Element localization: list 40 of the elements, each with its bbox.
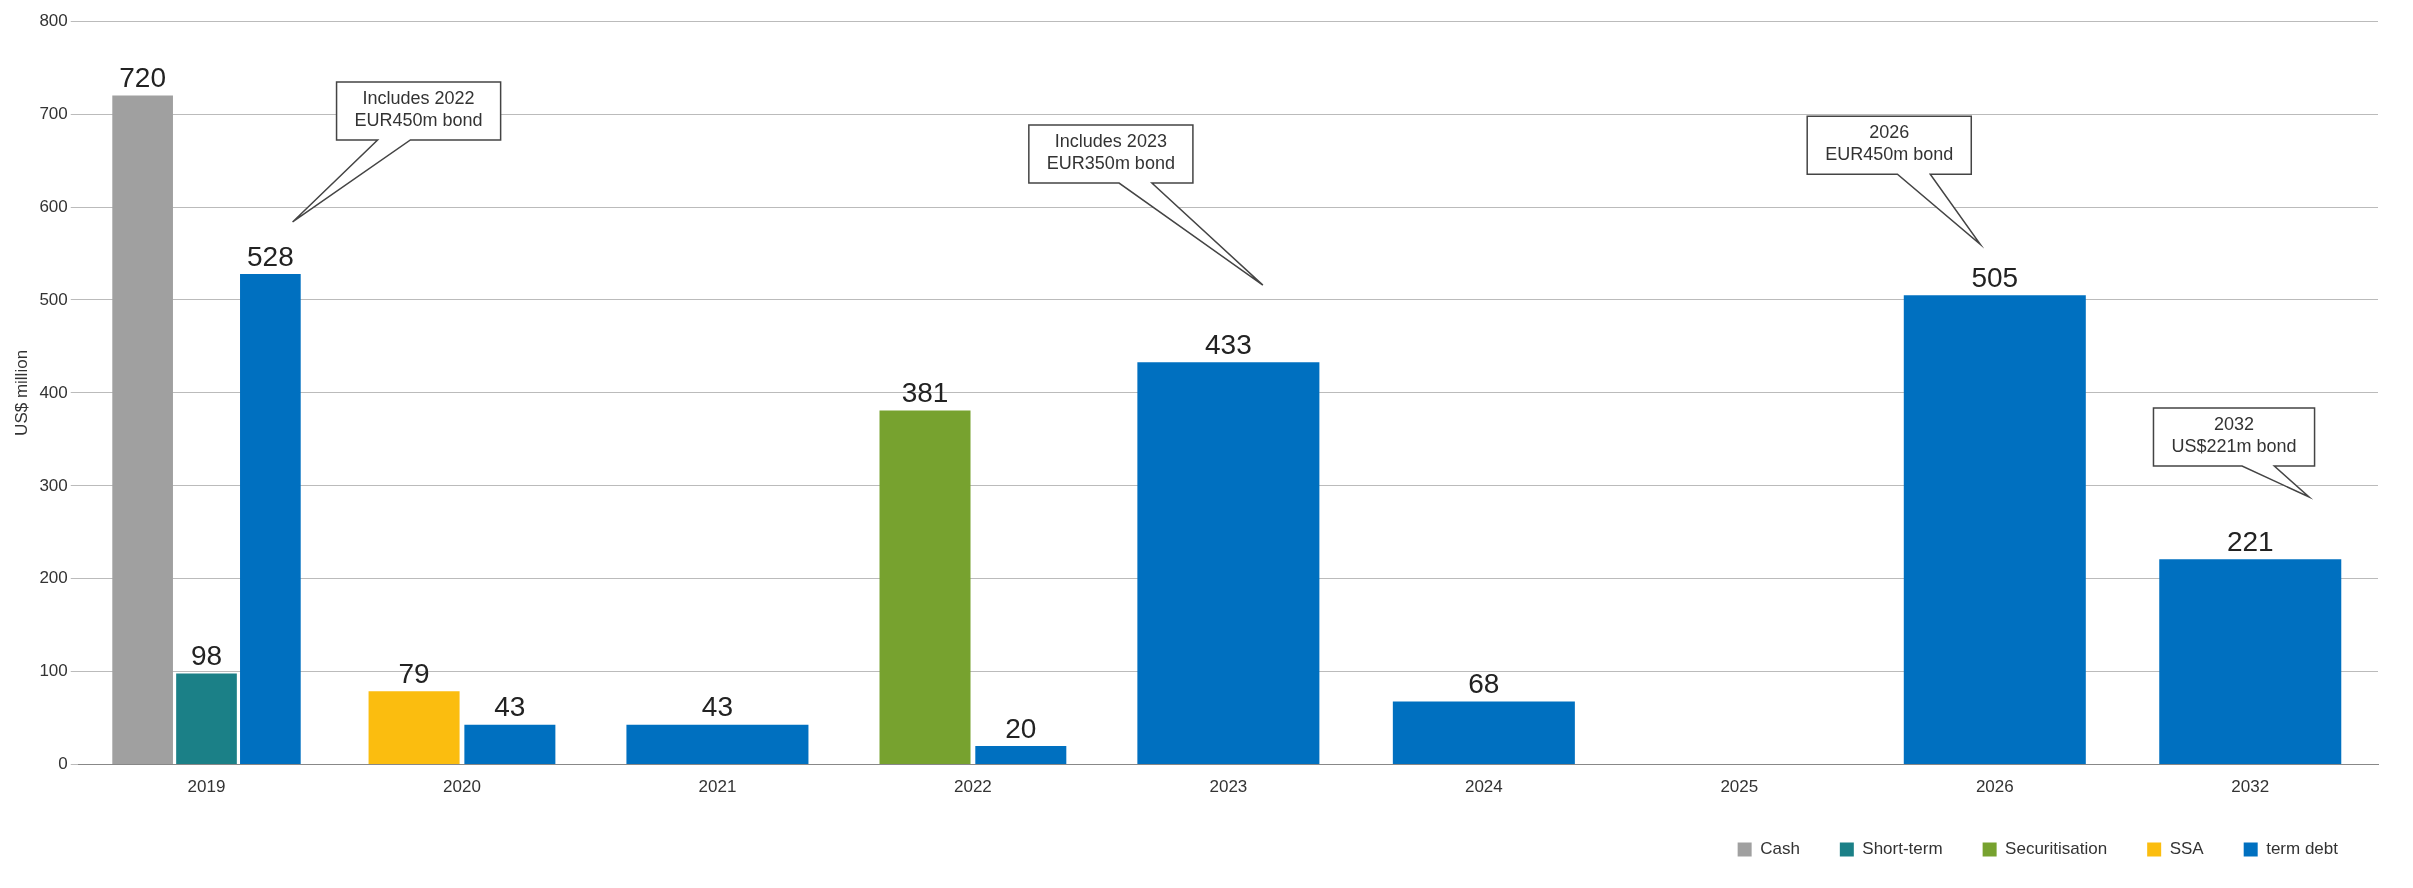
annotation: 2032 US$221m bond xyxy=(2171,413,2297,456)
data-label: 720 xyxy=(119,62,166,94)
legend-label: Securitisation xyxy=(2005,839,2108,859)
y-tick-label: 300 xyxy=(39,475,68,495)
data-label: 43 xyxy=(701,691,734,723)
y-tick-label: 400 xyxy=(39,382,68,402)
data-label: 68 xyxy=(1468,668,1500,700)
x-tick-label: 2032 xyxy=(2231,777,2270,797)
data-label: 433 xyxy=(1205,328,1252,360)
annotation: 2026 EUR450m bond xyxy=(1825,122,1954,165)
data-label: 98 xyxy=(190,640,223,672)
data-label: 43 xyxy=(494,691,526,723)
y-tick-label: 100 xyxy=(39,661,68,681)
data-label: 79 xyxy=(398,657,430,689)
x-tick-label: 2022 xyxy=(954,777,992,797)
y-tick-label: 700 xyxy=(39,103,68,123)
data-label: 20 xyxy=(1005,712,1037,744)
x-tick-label: 2020 xyxy=(443,777,481,797)
data-label: 528 xyxy=(247,240,294,272)
y-tick-label: 200 xyxy=(39,568,68,588)
y-tick-label: 500 xyxy=(39,289,68,309)
y-tick-label: 0 xyxy=(58,754,68,774)
data-label: 381 xyxy=(901,377,949,409)
x-tick-label: 2023 xyxy=(1209,777,1248,797)
x-tick-label: 2024 xyxy=(1464,777,1503,797)
y-tick-label: 600 xyxy=(39,196,68,216)
annotation: Includes 2022 EUR450m bond xyxy=(354,87,483,130)
y-tick-label: 800 xyxy=(39,10,68,30)
y-axis-title: US$ million xyxy=(11,349,31,436)
legend-label: term debt xyxy=(2266,839,2339,859)
x-tick-label: 2025 xyxy=(1720,777,1759,797)
x-tick-label: 2026 xyxy=(1975,777,2014,797)
legend-label: SSA xyxy=(2169,839,2205,859)
legend-label: Short-term xyxy=(1862,839,1943,859)
x-tick-label: 2021 xyxy=(698,777,737,797)
data-label: 505 xyxy=(1971,262,2019,294)
data-label: 221 xyxy=(2226,525,2274,557)
x-tick-label: 2019 xyxy=(187,777,226,797)
annotation: Includes 2023 EUR350m bond xyxy=(1046,131,1175,174)
legend-label: Cash xyxy=(1760,839,1800,859)
